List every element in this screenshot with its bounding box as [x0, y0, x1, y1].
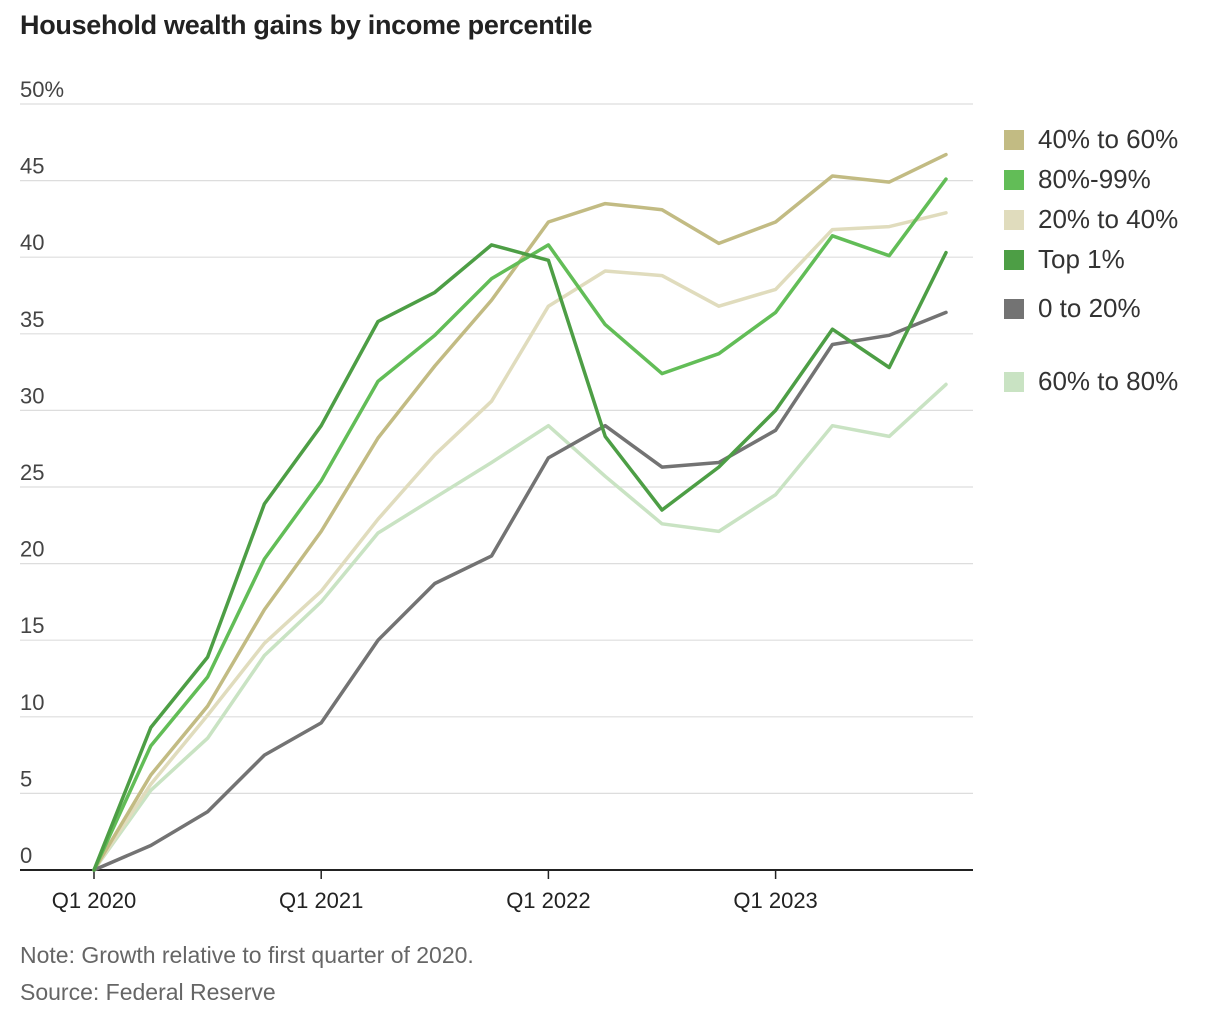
legend-label: 20% to 40%	[1038, 204, 1179, 234]
y-axis-tick-labels: 0 5 10 15 20 25 30 35 40 45 50%	[20, 77, 64, 868]
y-tick-label: 30	[20, 383, 44, 408]
chart-note: Note: Growth relative to first quarter o…	[20, 942, 474, 968]
y-tick-label: 40	[20, 230, 44, 255]
x-tick-label: Q1 2022	[506, 888, 590, 913]
legend-label: Top 1%	[1038, 244, 1125, 274]
legend-swatch	[1004, 249, 1024, 270]
series-lines	[92, 152, 948, 872]
legend-swatch	[1004, 209, 1024, 230]
legend-item-top-1[interactable]: Top 1%	[1004, 244, 1125, 275]
series-line-80-99	[92, 177, 948, 872]
legend-item-20-to-40[interactable]: 20% to 40%	[1004, 204, 1178, 235]
y-tick-label: 20	[20, 537, 44, 562]
series-line-20-to-40	[92, 211, 948, 872]
legend-swatch	[1004, 371, 1024, 392]
y-tick-label: 10	[20, 690, 44, 715]
series-line-top-1	[92, 243, 948, 872]
series-line-0-to-20	[92, 310, 948, 872]
legend-swatch	[1004, 298, 1024, 319]
y-tick-label: 50%	[20, 77, 64, 102]
y-tick-label: 0	[20, 843, 32, 868]
x-tick-label: Q1 2023	[733, 888, 817, 913]
legend-label: 60% to 80%	[1038, 366, 1179, 396]
y-tick-label: 35	[20, 307, 44, 332]
y-tick-label: 25	[20, 460, 44, 485]
x-axis: Q1 2020 Q1 2021 Q1 2022 Q1 2023	[20, 869, 973, 913]
y-tick-label: 5	[20, 766, 32, 791]
legend-item-80-to-99[interactable]: 80%-99%	[1004, 164, 1151, 195]
series-line-60-to-80	[92, 382, 948, 872]
legend-item-60-to-80[interactable]: 60% to 80%	[1004, 366, 1178, 397]
y-tick-label: 15	[20, 613, 44, 638]
legend-item-40-to-60[interactable]: 40% to 60%	[1004, 124, 1178, 155]
x-tick-label: Q1 2021	[279, 888, 363, 913]
y-tick-label: 45	[20, 154, 44, 179]
legend-item-0-to-20[interactable]: 0 to 20%	[1004, 293, 1141, 324]
legend-label: 0 to 20%	[1038, 293, 1141, 323]
chart-source: Source: Federal Reserve	[20, 979, 276, 1005]
legend-swatch	[1004, 169, 1024, 190]
x-tick-label: Q1 2020	[52, 888, 136, 913]
legend-label: 80%-99%	[1038, 164, 1151, 194]
gridlines	[20, 103, 973, 795]
legend-swatch	[1004, 129, 1024, 150]
chart-title: Household wealth gains by income percent…	[20, 10, 593, 40]
legend-label: 40% to 60%	[1038, 124, 1179, 154]
